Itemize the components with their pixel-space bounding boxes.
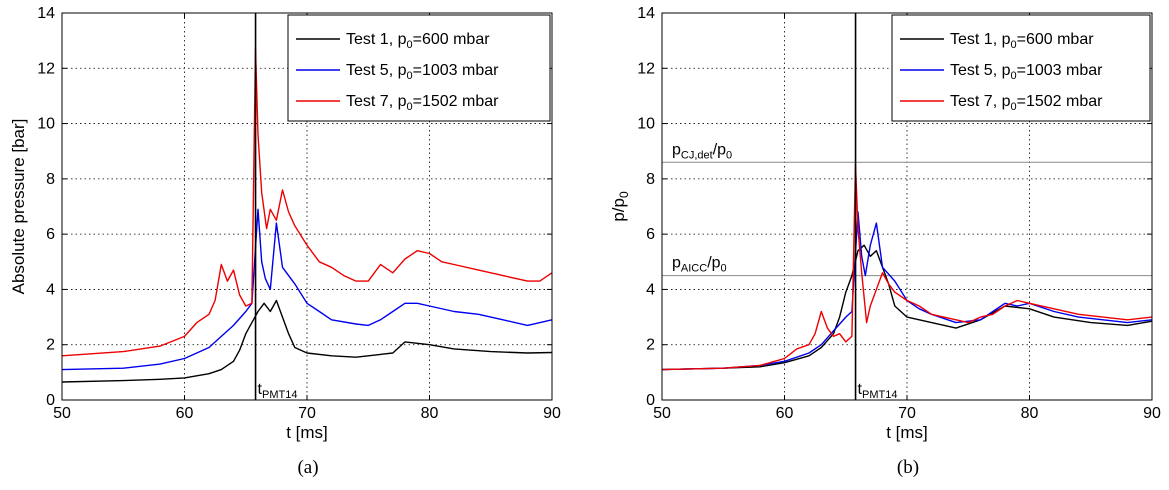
y-tick-label: 4	[46, 281, 55, 298]
x-tick-label: 80	[421, 405, 439, 422]
y-tick-label: 10	[637, 116, 655, 133]
x-axis-label: t [ms]	[286, 423, 328, 442]
legend-box	[891, 14, 1151, 122]
y-axis-label: Absolute pressure [bar]	[9, 119, 28, 295]
panel-label: (b)	[897, 457, 919, 478]
series-line-1	[61, 299, 553, 383]
x-axis-label: t [ms]	[886, 423, 928, 442]
x-tick-label: 50	[53, 405, 71, 422]
y-tick-label: 6	[646, 226, 655, 243]
series-line-2	[61, 208, 553, 371]
axes-frame	[61, 12, 553, 401]
legend-entry: Test 1, p0=600 mbar	[346, 31, 490, 51]
panel-label: (a)	[297, 457, 318, 478]
x-tick-label: 50	[653, 405, 671, 422]
reference-line-label: pCJ,det/p0	[672, 141, 732, 161]
axes-frame	[661, 12, 1153, 401]
legend-entry: Test 7, p0=1502 mbar	[346, 93, 499, 113]
marker-line-label: tPMT14	[258, 381, 298, 401]
y-tick-label: 8	[646, 171, 655, 188]
chart-panel-b: 50 60 70 80 90 0 2 4 6 8 10 12 14 pCJ,det/p0 pAICC/p0 t…	[609, 5, 1161, 478]
marker-line-label: tPMT14	[858, 381, 898, 401]
series-line-1	[661, 244, 1153, 371]
x-tick-label: 60	[176, 405, 194, 422]
x-tick-label: 60	[776, 405, 794, 422]
x-tick-label: 70	[898, 405, 916, 422]
y-tick-label: 2	[46, 337, 55, 354]
y-tick-label: 12	[637, 60, 655, 77]
x-tick-label: 90	[1143, 405, 1161, 422]
y-tick-label: 4	[646, 281, 655, 298]
y-tick-label: 10	[37, 116, 55, 133]
y-tick-label: 0	[646, 392, 655, 409]
legend: Test 1, p0=600 mbar Test 5, p0=1003 mbar T…	[287, 14, 551, 122]
y-tick-label: 12	[37, 60, 55, 77]
series-line-3	[661, 164, 1153, 371]
y-tick-label: 8	[46, 171, 55, 188]
y-tick-label: 14	[37, 5, 55, 22]
x-tick-label: 90	[543, 405, 561, 422]
x-tick-label: 80	[1021, 405, 1039, 422]
legend-entry: Test 5, p0=1003 mbar	[950, 62, 1103, 82]
legend-box	[287, 14, 551, 122]
x-tick-label: 70	[298, 405, 316, 422]
y-tick-label: 0	[46, 392, 55, 409]
y-tick-label: 14	[637, 5, 655, 22]
legend-entry: Test 1, p0=600 mbar	[950, 31, 1094, 51]
legend: Test 1, p0=600 mbar Test 5, p0=1003 mbar T…	[891, 14, 1151, 122]
legend-entry: Test 5, p0=1003 mbar	[346, 62, 499, 82]
series-line-3	[61, 48, 553, 357]
y-tick-label: 2	[646, 337, 655, 354]
chart-panel-a: 50 60 70 80 90 0 2 4 6 8 10 12 14 tPMT14 t [ms] Absolut…	[9, 5, 561, 478]
legend-entry: Test 7, p0=1502 mbar	[950, 93, 1103, 113]
y-tick-label: 6	[46, 226, 55, 243]
y-axis-label: p/p0	[609, 191, 631, 222]
reference-line-label: pAICC/p0	[672, 255, 727, 275]
